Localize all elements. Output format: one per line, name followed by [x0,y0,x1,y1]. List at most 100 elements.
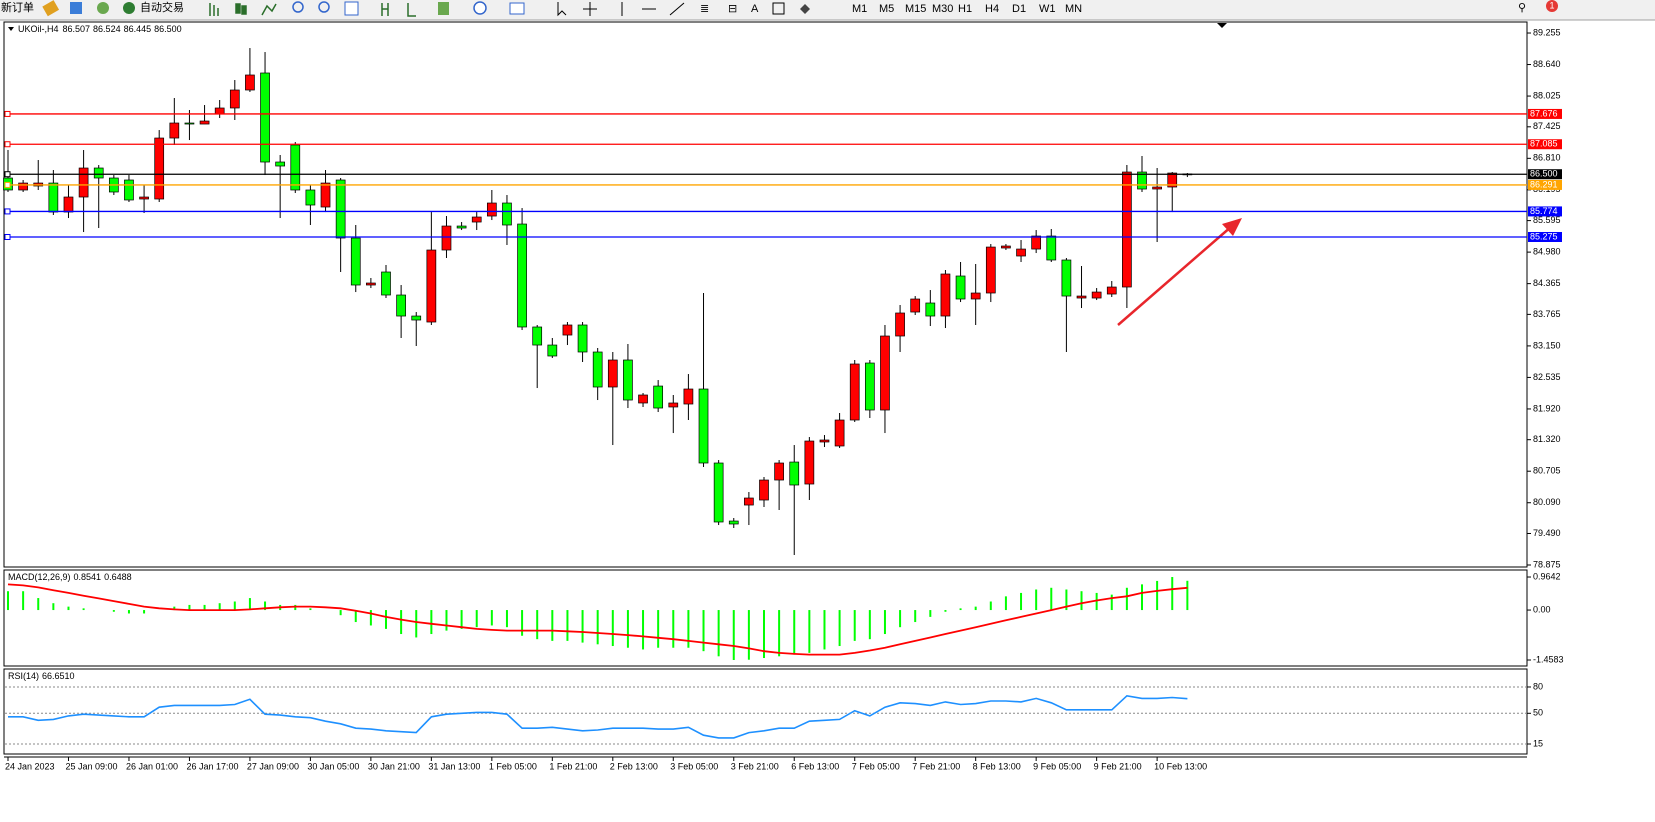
icon[interactable] [70,2,82,14]
icon[interactable] [407,3,416,17]
candle-body [638,394,648,404]
candle-body [245,74,255,91]
x-tick-label: 30 Jan 05:00 [307,761,359,771]
level-label: 87.085 [1530,139,1558,149]
rsi-title: RSI(14) [8,671,39,681]
timeframe-button[interactable]: M15 [905,3,926,15]
icon[interactable] [772,2,785,15]
arrow-head [1222,218,1242,236]
chart-tools[interactable] [209,3,277,16]
timeframe-button[interactable]: MN [1065,3,1082,15]
icon[interactable] [209,3,219,16]
crosshair-icon[interactable] [583,2,597,16]
timeframe-button[interactable]: M1 [852,3,867,15]
candle-body [169,122,180,139]
template-icon[interactable] [509,2,525,15]
candle-body [502,202,512,226]
y-tick-label: 85.595 [1533,215,1561,225]
candle-body [1031,235,1042,250]
level-label-bg [1528,231,1562,242]
candle-body [456,225,467,229]
toolbar [0,0,1655,20]
level-handle [4,208,11,215]
candle-body [759,479,769,501]
level-label: 86.500 [1530,169,1558,179]
candle-body [396,294,406,317]
candle-body [350,237,361,286]
candle-body [275,161,286,167]
candle-body [1106,286,1117,295]
timeframe-button[interactable]: H4 [985,3,999,15]
timeframe-button[interactable]: D1 [1012,3,1026,15]
timeframe-button[interactable]: H1 [958,3,972,15]
y-tick-label: 81.320 [1533,434,1561,444]
icon[interactable] [42,0,60,17]
y-tick-label: 79.490 [1533,528,1561,538]
y-tick-label: 84.980 [1533,246,1561,256]
candle-body [229,89,240,109]
new-order-button[interactable]: 新订单 [1,0,34,14]
icon[interactable] [241,5,247,15]
candle-body [577,324,588,353]
x-tick-label: 8 Feb 13:00 [973,761,1021,771]
cursor-icon[interactable] [557,2,567,17]
y-tick-label: 87.425 [1533,121,1561,131]
candle-body [683,388,694,405]
main-header: UKOil-,H4 86.507 86.524 86.445 86.500 [18,24,182,34]
icon[interactable] [800,4,810,14]
timeframe-button[interactable]: M5 [879,3,894,15]
level-handle [4,233,11,240]
level-handle [4,181,11,188]
candle-body [184,122,195,125]
x-tick-label: 3 Feb 21:00 [731,761,779,771]
zoom-in[interactable] [292,1,304,13]
period-icon[interactable] [473,1,487,15]
zoom-out[interactable] [318,1,330,13]
x-tick-label: 30 Jan 21:00 [368,761,420,771]
notification-badge[interactable] [1546,0,1558,12]
candle-body [940,273,951,317]
candle-body [774,462,784,481]
candle-body [290,144,301,191]
indicators-icon[interactable] [438,2,449,15]
icon[interactable] [235,3,241,14]
search-icon[interactable]: ⚲ [1518,2,1526,14]
y-tick-label: 80 [1533,681,1543,691]
candle-body [925,302,936,317]
candle-body [713,462,724,523]
candle-body [411,315,422,321]
candle-body [517,223,527,328]
icon[interactable]: ≣ [700,3,709,15]
macd-value: 0.8541 [74,572,102,582]
level-label-bg [1528,169,1562,180]
level-label-bg [1528,139,1562,150]
candle-body [260,72,270,163]
notification-count: 1 [1549,0,1554,10]
candle-body [698,388,709,464]
timeframe-button[interactable]: M30 [932,3,953,15]
icon[interactable]: ⊟ [728,3,737,15]
tile-icon[interactable] [344,1,359,16]
candle-body [744,497,754,506]
candle-body [880,335,890,411]
x-tick-label: 24 Jan 2023 [5,761,55,771]
x-tick-label: 2 Feb 13:00 [610,761,658,771]
icon[interactable]: A [751,3,759,15]
candle-body [562,324,573,336]
candle-body [985,246,996,294]
icon[interactable] [381,3,389,16]
timeframe-buttons: M1 M5 M15 M30 H1 H4 D1 W1 MN [852,3,1082,15]
auto-trading-icon[interactable] [123,2,135,14]
candle-body [910,298,921,313]
icon[interactable] [97,2,109,14]
auto-trading-button[interactable]: 自动交易 [140,0,184,14]
candle-body [93,167,104,179]
y-tick-label: 50 [1533,708,1543,718]
timeframe-button[interactable]: W1 [1039,3,1056,15]
icon[interactable] [261,3,277,16]
line-tools[interactable] [621,2,685,16]
x-tick-label: 31 Jan 13:00 [428,761,480,771]
candle-body [320,182,331,208]
x-tick-label: 25 Jan 09:00 [65,761,117,771]
